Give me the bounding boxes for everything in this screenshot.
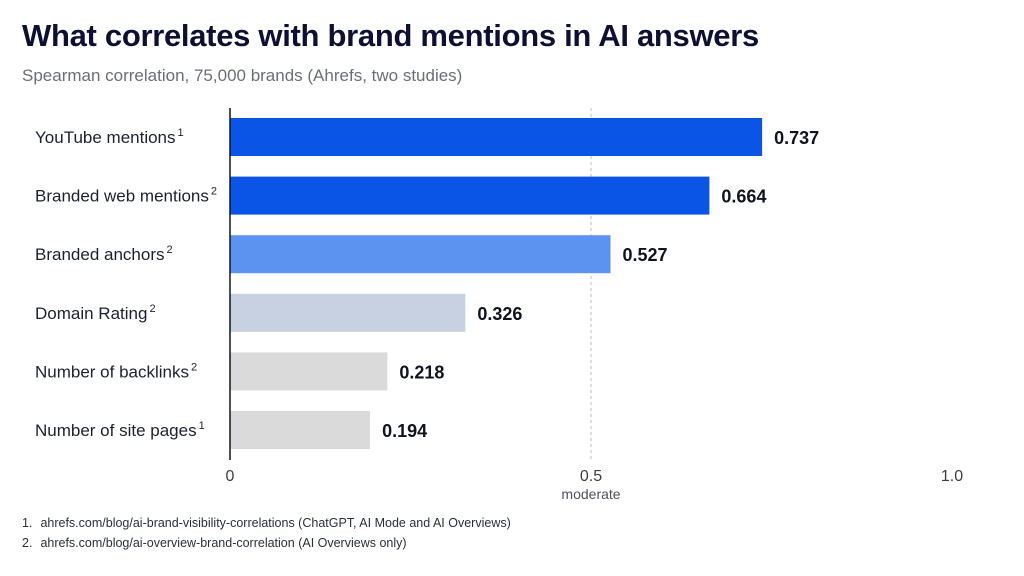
x-tick-label: 0 bbox=[226, 468, 235, 485]
bar bbox=[230, 411, 371, 449]
value-label: 0.326 bbox=[477, 304, 522, 324]
value-label: 0.737 bbox=[774, 128, 819, 148]
category-label: Number of site pages 1 bbox=[35, 420, 205, 440]
bar bbox=[230, 176, 710, 215]
category-label: Number of backlinks 2 bbox=[35, 361, 197, 381]
footnote-2: 2. ahrefs.com/blog/ai-overview-brand-cor… bbox=[22, 536, 511, 550]
value-label: 0.664 bbox=[721, 187, 766, 207]
footnote-text: ahrefs.com/blog/ai-overview-brand-correl… bbox=[40, 536, 407, 550]
bar bbox=[230, 118, 763, 156]
reference-label: moderate bbox=[561, 486, 620, 502]
category-label: Domain Rating 2 bbox=[35, 303, 156, 323]
footnote-marker: 2. bbox=[22, 536, 33, 550]
chart-subtitle: Spearman correlation, 75,000 brands (Ahr… bbox=[22, 66, 463, 85]
category-label: YouTube mentions 1 bbox=[35, 127, 184, 147]
value-label: 0.218 bbox=[399, 362, 444, 382]
footnote-marker: 1. bbox=[22, 516, 33, 530]
bar bbox=[230, 293, 466, 332]
footnote-1: 1. ahrefs.com/blog/ai-brand-visibility-c… bbox=[22, 516, 511, 530]
chart-title: What correlates with brand mentions in A… bbox=[22, 18, 759, 53]
value-label: 0.194 bbox=[382, 421, 427, 441]
value-label: 0.527 bbox=[622, 245, 667, 265]
category-label: Branded web mentions 2 bbox=[35, 186, 217, 206]
x-tick-label: 0.5 bbox=[580, 468, 602, 485]
bar bbox=[230, 352, 388, 391]
footnotes: 1. ahrefs.com/blog/ai-brand-visibility-c… bbox=[22, 516, 511, 556]
footnote-text: ahrefs.com/blog/ai-brand-visibility-corr… bbox=[40, 516, 511, 530]
x-tick-label: 1.0 bbox=[941, 468, 963, 485]
category-label: Branded anchors 2 bbox=[35, 244, 173, 264]
bar bbox=[230, 235, 611, 274]
